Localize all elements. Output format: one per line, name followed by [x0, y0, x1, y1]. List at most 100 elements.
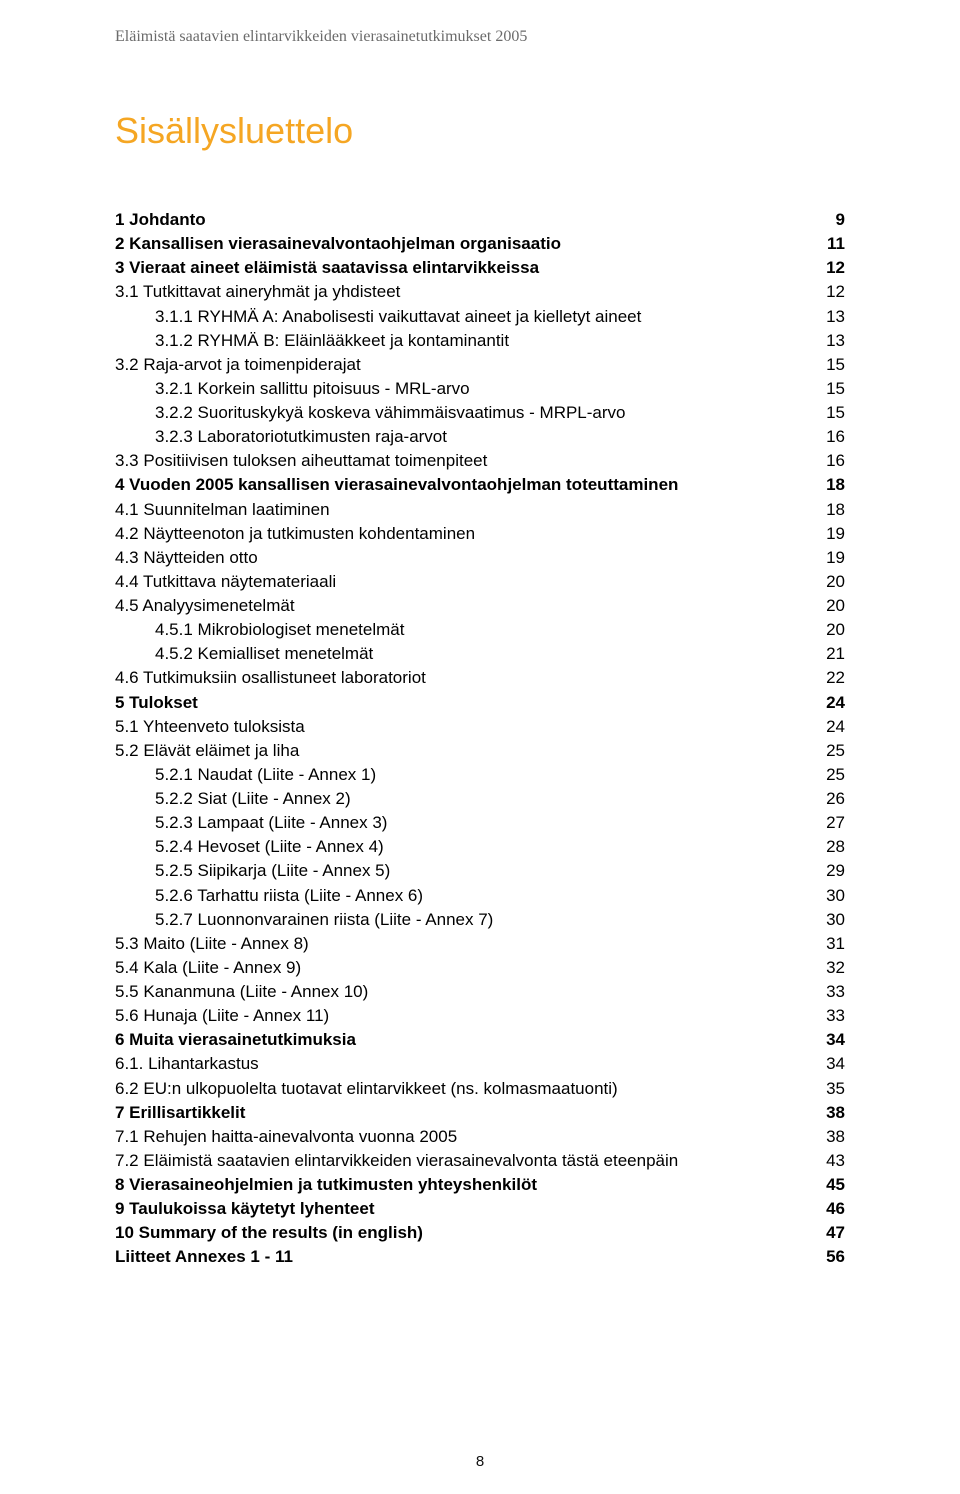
toc-entry-page: 25 — [817, 763, 845, 787]
toc-entry-label: 7 Erillisartikkelit — [115, 1101, 817, 1125]
toc-entry: 3.2 Raja-arvot ja toimenpiderajat15 — [115, 353, 845, 377]
toc-entry-page: 33 — [817, 1004, 845, 1028]
toc-entry-label: 3.1.2 RYHMÄ B: Eläinlääkkeet ja kontamin… — [115, 329, 817, 353]
toc-entry-page: 24 — [817, 691, 845, 715]
toc-entry-page: 15 — [817, 401, 845, 425]
document-page: Eläimistä saatavien elintarvikkeiden vie… — [0, 0, 960, 1494]
toc-entry-page: 43 — [817, 1149, 845, 1173]
toc-entry-page: 22 — [817, 666, 845, 690]
toc-entry: 4.5.1 Mikrobiologiset menetelmät20 — [115, 618, 845, 642]
toc-entry: 5.2.5 Siipikarja (Liite - Annex 5)29 — [115, 859, 845, 883]
toc-entry: 5.2.7 Luonnonvarainen riista (Liite - An… — [115, 908, 845, 932]
toc-entry-page: 27 — [817, 811, 845, 835]
toc-entry-label: 10 Summary of the results (in english) — [115, 1221, 817, 1245]
toc-entry-page: 34 — [817, 1028, 845, 1052]
toc-entry-label: 8 Vierasaineohjelmien ja tutkimusten yht… — [115, 1173, 817, 1197]
toc-entry: 5.5 Kananmuna (Liite - Annex 10)33 — [115, 980, 845, 1004]
toc-entry: 3.1.1 RYHMÄ A: Anabolisesti vaikuttavat … — [115, 305, 845, 329]
toc-entry-label: 5.2.3 Lampaat (Liite - Annex 3) — [115, 811, 817, 835]
toc-entry-label: 4.4 Tutkittava näytemateriaali — [115, 570, 817, 594]
toc-entry: 5.4 Kala (Liite - Annex 9)32 — [115, 956, 845, 980]
toc-entry-label: 5.2.1 Naudat (Liite - Annex 1) — [115, 763, 817, 787]
toc-entry-page: 19 — [817, 546, 845, 570]
toc-entry: 2 Kansallisen vierasainevalvontaohjelman… — [115, 232, 845, 256]
toc-entry-page: 12 — [817, 256, 845, 280]
toc-entry: 4.4 Tutkittava näytemateriaali20 — [115, 570, 845, 594]
table-of-contents: 1 Johdanto92 Kansallisen vierasainevalvo… — [115, 208, 845, 1270]
toc-entry: 3.3 Positiivisen tuloksen aiheuttamat to… — [115, 449, 845, 473]
page-number: 8 — [0, 1453, 960, 1470]
toc-entry: 6.2 EU:n ulkopuolelta tuotavat elintarvi… — [115, 1077, 845, 1101]
toc-entry-page: 26 — [817, 787, 845, 811]
toc-entry: 5.3 Maito (Liite - Annex 8)31 — [115, 932, 845, 956]
toc-entry: 9 Taulukoissa käytetyt lyhenteet46 — [115, 1197, 845, 1221]
toc-entry-label: 3.2.1 Korkein sallittu pitoisuus - MRL-a… — [115, 377, 817, 401]
toc-entry-label: 4.6 Tutkimuksiin osallistuneet laborator… — [115, 666, 817, 690]
toc-entry-page: 19 — [817, 522, 845, 546]
toc-entry-label: 7.2 Eläimistä saatavien elintarvikkeiden… — [115, 1149, 817, 1173]
toc-entry-label: 3.2.2 Suorituskykyä koskeva vähimmäisvaa… — [115, 401, 817, 425]
toc-entry-label: 5.2.5 Siipikarja (Liite - Annex 5) — [115, 859, 817, 883]
toc-entry: 3.2.2 Suorituskykyä koskeva vähimmäisvaa… — [115, 401, 845, 425]
toc-entry-label: 5.6 Hunaja (Liite - Annex 11) — [115, 1004, 817, 1028]
toc-entry-page: 9 — [817, 208, 845, 232]
toc-entry-label: 4.1 Suunnitelman laatiminen — [115, 498, 817, 522]
toc-entry: 6 Muita vierasainetutkimuksia34 — [115, 1028, 845, 1052]
toc-entry-label: 6.2 EU:n ulkopuolelta tuotavat elintarvi… — [115, 1077, 817, 1101]
toc-entry-label: 3.2.3 Laboratoriotutkimusten raja-arvot — [115, 425, 817, 449]
toc-entry: 5.2.1 Naudat (Liite - Annex 1)25 — [115, 763, 845, 787]
toc-entry-page: 12 — [817, 280, 845, 304]
toc-entry: 7.2 Eläimistä saatavien elintarvikkeiden… — [115, 1149, 845, 1173]
toc-entry: 5.2.6 Tarhattu riista (Liite - Annex 6)3… — [115, 884, 845, 908]
toc-entry-label: 5.5 Kananmuna (Liite - Annex 10) — [115, 980, 817, 1004]
toc-entry-page: 13 — [817, 305, 845, 329]
toc-entry-label: 3 Vieraat aineet eläimistä saatavissa el… — [115, 256, 817, 280]
toc-entry: 5.2.4 Hevoset (Liite - Annex 4)28 — [115, 835, 845, 859]
toc-entry-label: 3.3 Positiivisen tuloksen aiheuttamat to… — [115, 449, 817, 473]
toc-entry-label: 5 Tulokset — [115, 691, 817, 715]
toc-entry-label: 6 Muita vierasainetutkimuksia — [115, 1028, 817, 1052]
toc-entry-label: 3.2 Raja-arvot ja toimenpiderajat — [115, 353, 817, 377]
toc-entry-page: 34 — [817, 1052, 845, 1076]
toc-entry-label: 5.4 Kala (Liite - Annex 9) — [115, 956, 817, 980]
toc-entry: 4.2 Näytteenoton ja tutkimusten kohdenta… — [115, 522, 845, 546]
toc-entry: 7.1 Rehujen haitta-ainevalvonta vuonna 2… — [115, 1125, 845, 1149]
toc-entry-label: 5.3 Maito (Liite - Annex 8) — [115, 932, 817, 956]
toc-entry: 4.5 Analyysimenetelmät20 — [115, 594, 845, 618]
toc-entry: 4.3 Näytteiden otto19 — [115, 546, 845, 570]
toc-entry-label: 5.2.4 Hevoset (Liite - Annex 4) — [115, 835, 817, 859]
toc-entry: 5.2.2 Siat (Liite - Annex 2)26 — [115, 787, 845, 811]
toc-entry: 5.2 Elävät eläimet ja liha25 — [115, 739, 845, 763]
toc-entry-label: 4.2 Näytteenoton ja tutkimusten kohdenta… — [115, 522, 817, 546]
toc-entry: 3.2.3 Laboratoriotutkimusten raja-arvot1… — [115, 425, 845, 449]
toc-entry-label: 4.5.1 Mikrobiologiset menetelmät — [115, 618, 817, 642]
toc-entry-page: 38 — [817, 1125, 845, 1149]
toc-entry-label: 5.2 Elävät eläimet ja liha — [115, 739, 817, 763]
toc-entry: 5 Tulokset24 — [115, 691, 845, 715]
toc-entry-label: 5.2.6 Tarhattu riista (Liite - Annex 6) — [115, 884, 817, 908]
toc-entry-page: 30 — [817, 884, 845, 908]
page-title: Sisällysluettelo — [115, 110, 845, 152]
toc-entry-page: 56 — [817, 1245, 845, 1269]
toc-entry-label: 2 Kansallisen vierasainevalvontaohjelman… — [115, 232, 817, 256]
running-header: Eläimistä saatavien elintarvikkeiden vie… — [115, 28, 845, 46]
toc-entry: 5.6 Hunaja (Liite - Annex 11)33 — [115, 1004, 845, 1028]
toc-entry-label: 4 Vuoden 2005 kansallisen vierasainevalv… — [115, 473, 817, 497]
toc-entry-page: 18 — [817, 473, 845, 497]
toc-entry-page: 24 — [817, 715, 845, 739]
toc-entry-page: 47 — [817, 1221, 845, 1245]
toc-entry-page: 15 — [817, 353, 845, 377]
toc-entry-label: 5.2.2 Siat (Liite - Annex 2) — [115, 787, 817, 811]
toc-entry-page: 20 — [817, 594, 845, 618]
toc-entry-page: 32 — [817, 956, 845, 980]
toc-entry-label: 3.1.1 RYHMÄ A: Anabolisesti vaikuttavat … — [115, 305, 817, 329]
toc-entry-page: 45 — [817, 1173, 845, 1197]
toc-entry: 7 Erillisartikkelit38 — [115, 1101, 845, 1125]
toc-entry-page: 20 — [817, 618, 845, 642]
toc-entry-page: 25 — [817, 739, 845, 763]
toc-entry-label: 5.2.7 Luonnonvarainen riista (Liite - An… — [115, 908, 817, 932]
toc-entry-label: 6.1. Lihantarkastus — [115, 1052, 817, 1076]
toc-entry: 4.5.2 Kemialliset menetelmät21 — [115, 642, 845, 666]
toc-entry-label: 3.1 Tutkittavat aineryhmät ja yhdisteet — [115, 280, 817, 304]
toc-entry: 3.2.1 Korkein sallittu pitoisuus - MRL-a… — [115, 377, 845, 401]
